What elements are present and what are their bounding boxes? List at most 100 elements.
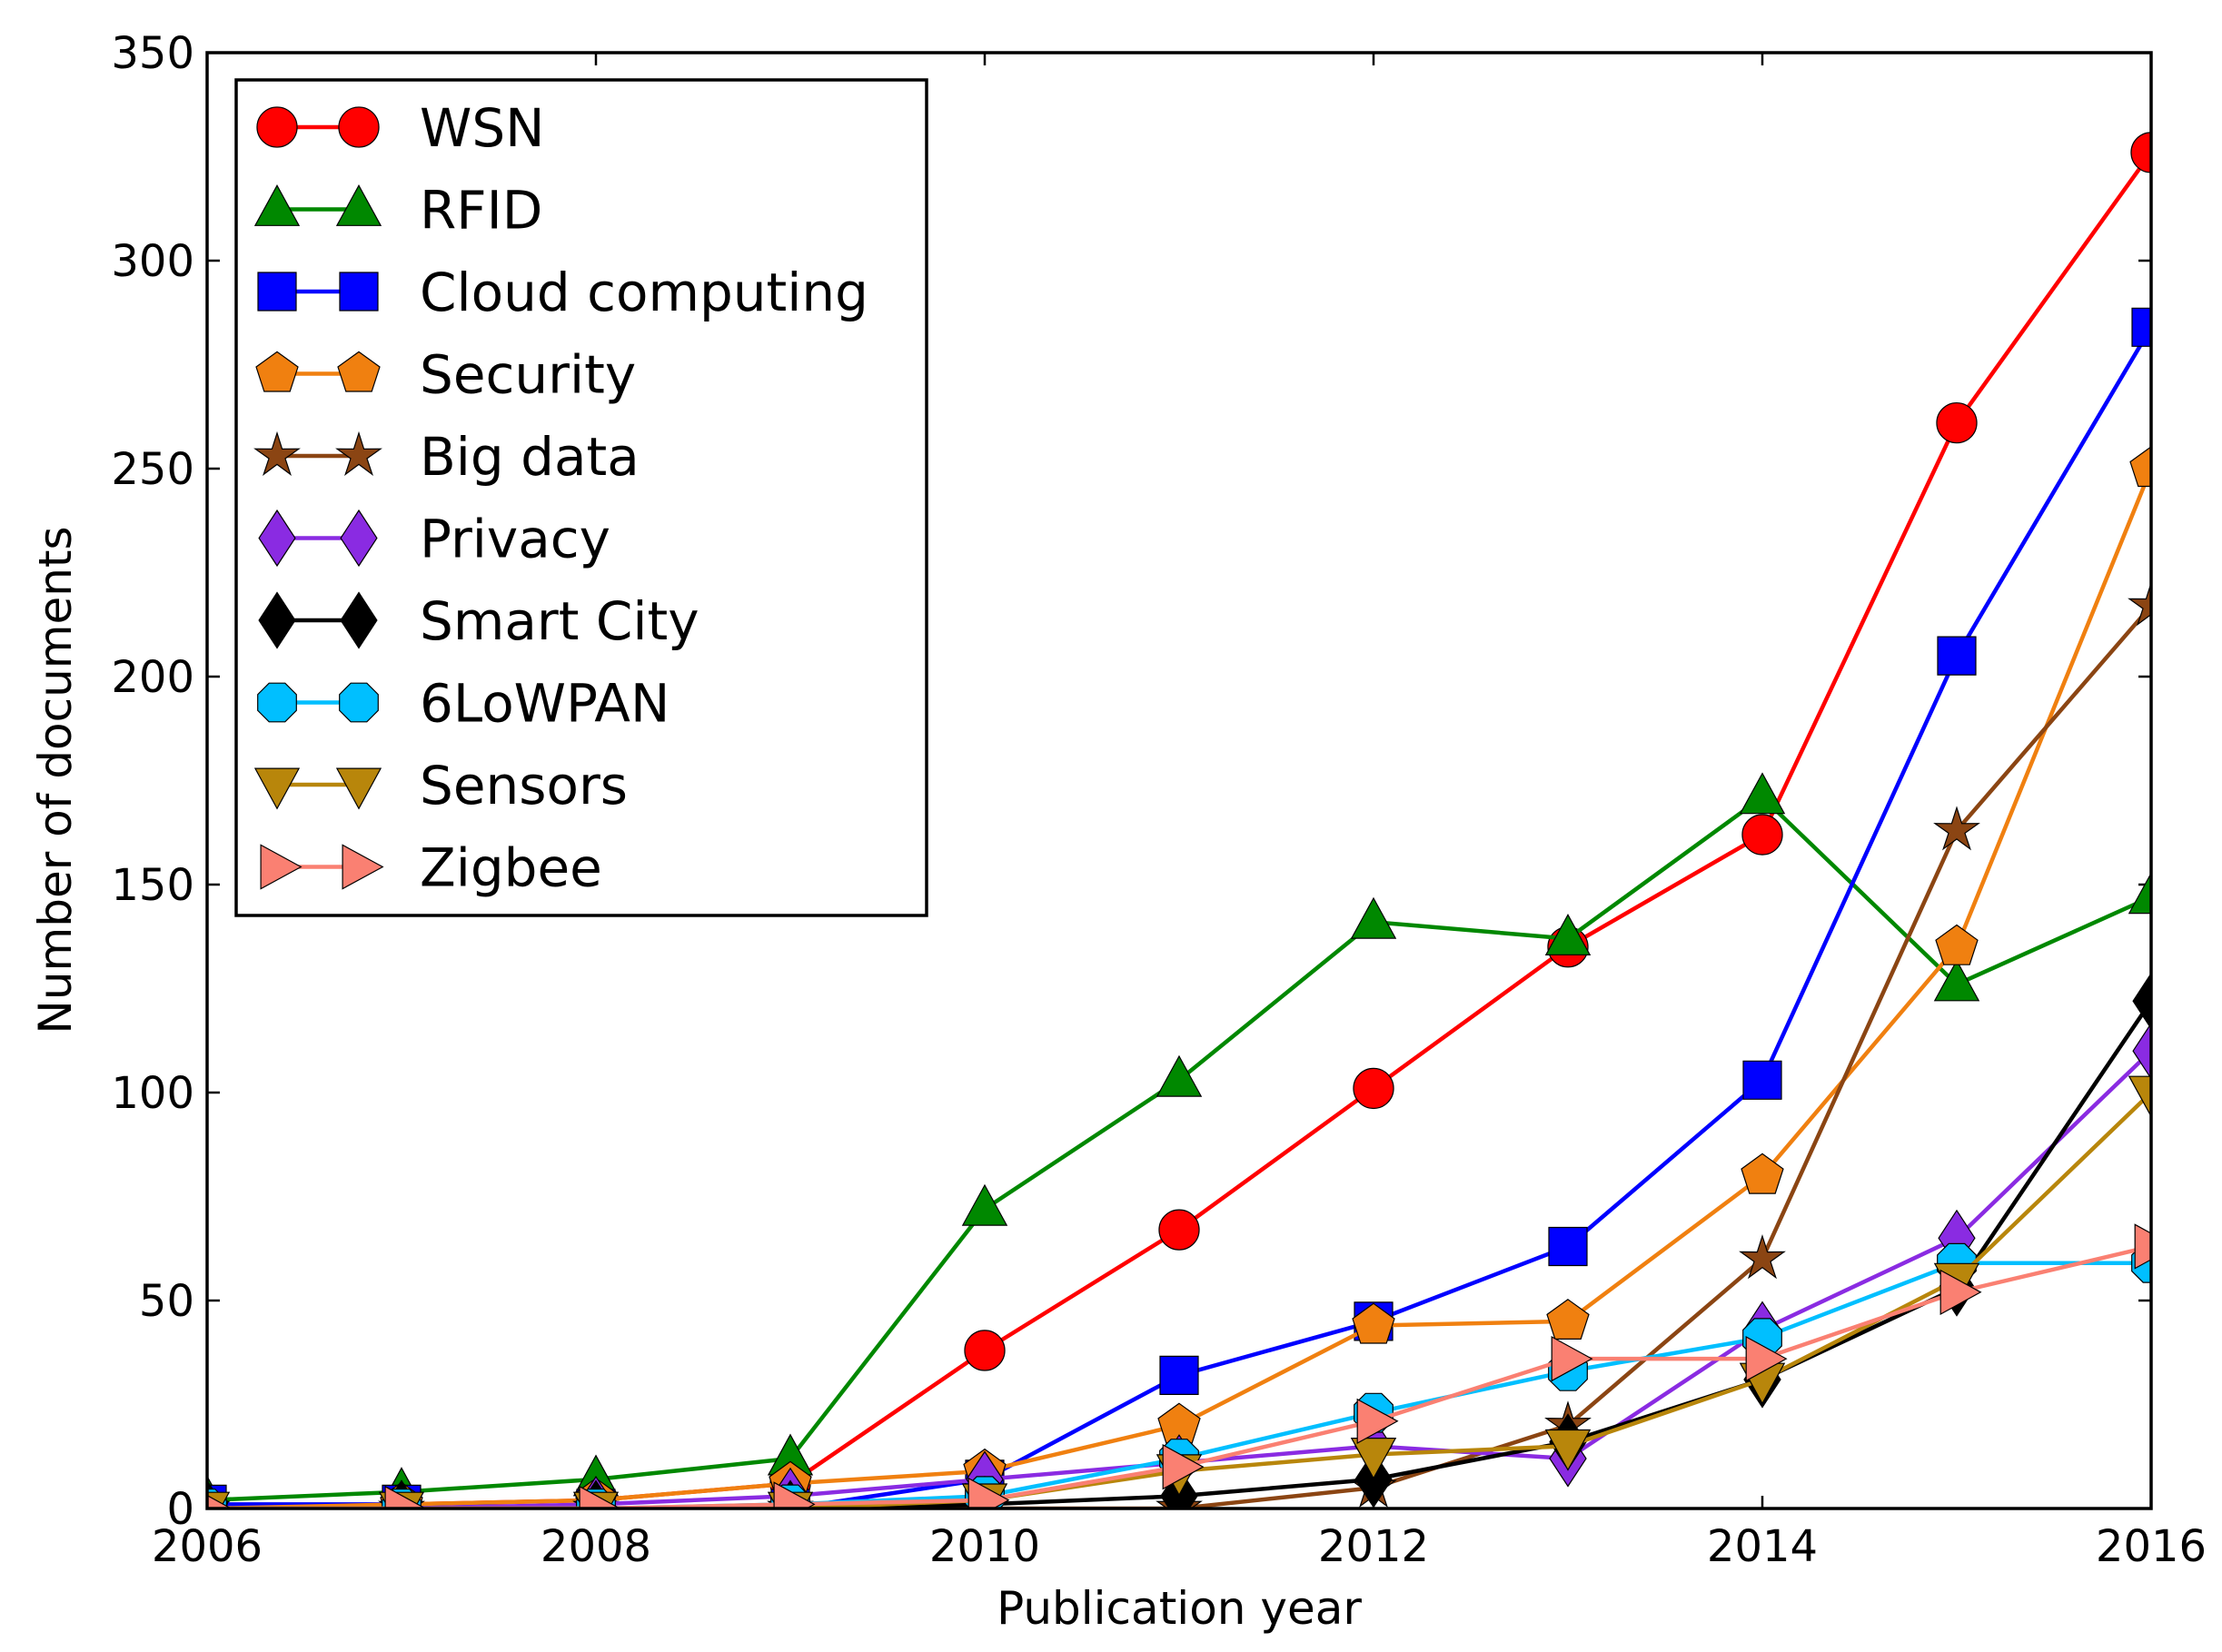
legend-marker — [258, 591, 296, 649]
y-tick-label: 50 — [139, 1276, 194, 1327]
data-point-rfid — [2128, 872, 2151, 915]
legend-item-6lowpan: 6LoWPAN — [257, 673, 670, 735]
data-point-cloud-computing — [1742, 1060, 1782, 1100]
legend-item-security: Security — [255, 344, 636, 406]
x-tick-label: 2016 — [2096, 1521, 2207, 1572]
legend-marker — [260, 844, 303, 890]
data-point-wsn — [1353, 1067, 1394, 1110]
legend-marker — [255, 351, 299, 392]
y-tick-label: 0 — [166, 1484, 194, 1535]
legend-marker — [253, 767, 301, 810]
data-point-security — [2129, 446, 2151, 488]
legend-label: Security — [420, 344, 636, 406]
data-point-rfid — [1156, 1054, 1203, 1097]
data-point-privacy — [2132, 1022, 2151, 1080]
data-point-security — [1546, 1299, 1590, 1340]
series-line-big-data — [207, 604, 2151, 1509]
data-point-security — [1935, 924, 1979, 965]
legend-marker — [257, 682, 297, 723]
data-point-rfid — [1933, 959, 1980, 1002]
legend-label: Smart City — [420, 590, 699, 652]
legend-item-rfid: RFID — [253, 180, 542, 242]
legend-marker — [340, 591, 378, 649]
legend-label: Big data — [420, 426, 640, 488]
y-tick-label: 150 — [111, 860, 194, 911]
data-point-rfid — [1544, 914, 1592, 956]
data-point-sensors — [2128, 1075, 2151, 1118]
legend-label: Privacy — [420, 509, 610, 570]
legend-label: 6LoWPAN — [420, 673, 670, 735]
data-point-wsn — [1741, 814, 1783, 856]
data-point-zigbee — [773, 1481, 816, 1509]
data-point-security — [1741, 1152, 1784, 1194]
plot-frame — [205, 51, 2153, 1510]
series-rfid — [207, 772, 2151, 1509]
legend-marker — [342, 844, 384, 890]
legend-marker — [335, 767, 382, 810]
legend-item-smart-city: Smart City — [258, 590, 699, 652]
legend-label: Zigbee — [420, 837, 602, 899]
legend-marker — [253, 184, 301, 226]
data-point-cloud-computing — [1548, 1226, 1588, 1267]
data-point-rfid — [961, 1183, 1008, 1226]
data-point-rfid — [1739, 772, 1786, 815]
data-point-zigbee — [1356, 1398, 1399, 1445]
data-point-cloud-computing — [1937, 636, 1977, 676]
data-point-zigbee — [1551, 1335, 1593, 1382]
y-tick-label: 200 — [111, 652, 194, 703]
legend-marker — [335, 184, 382, 226]
legend-item-wsn: WSN — [256, 97, 545, 159]
legend-label: Sensors — [420, 755, 628, 816]
data-point-wsn — [1936, 401, 1978, 444]
x-axis-title: Publication year — [997, 1582, 1362, 1635]
x-tick-label: 2012 — [1318, 1521, 1429, 1572]
legend-marker — [258, 509, 296, 568]
data-point-zigbee — [1745, 1335, 1788, 1382]
legend-item-sensors: Sensors — [253, 755, 628, 816]
data-point-zigbee — [2134, 1223, 2151, 1270]
data-point-smart-city — [2132, 972, 2151, 1030]
data-point-cloud-computing — [2131, 307, 2151, 347]
data-point-big-data — [1933, 806, 1980, 851]
data-point-big-data — [1739, 1234, 1786, 1280]
data-point-wsn — [1158, 1209, 1200, 1251]
y-tick-label: 250 — [111, 444, 194, 495]
legend-marker — [338, 106, 380, 148]
data-point-zigbee — [1162, 1443, 1205, 1490]
x-tick-label: 2008 — [541, 1521, 651, 1572]
y-tick-label: 300 — [111, 236, 194, 287]
tick-labels: 2006 2008 2010 2012 2014 2016 0 50 100 150 200 250 3… — [111, 28, 2207, 1572]
data-point-rfid — [1350, 896, 1397, 939]
series-zigbee — [207, 1223, 2151, 1509]
legend-marker — [256, 106, 298, 148]
data-point-wsn — [964, 1330, 1006, 1371]
legend-label: RFID — [420, 180, 542, 242]
legend-item-zigbee: Zigbee — [260, 837, 602, 899]
legend-label: WSN — [420, 97, 545, 159]
data-point-zigbee — [1939, 1269, 1982, 1316]
legend-label: Cloud computing — [420, 262, 868, 323]
data-point-sensors — [1350, 1437, 1397, 1479]
data-point-cloud-computing — [1159, 1355, 1199, 1396]
legend-marker — [339, 682, 379, 723]
data-point-zigbee — [384, 1485, 427, 1509]
legend-marker — [340, 509, 378, 568]
x-tick-label: 2014 — [1707, 1521, 1818, 1572]
legend-marker — [339, 272, 379, 312]
legend-marker — [253, 430, 301, 477]
legend-marker — [257, 272, 297, 312]
legend: WSN RFID Cloud computing Security Big data Pr… — [234, 78, 928, 917]
data-point-zigbee — [207, 1494, 233, 1509]
y-tick-label: 100 — [111, 1068, 194, 1119]
data-point-sensors — [1544, 1429, 1592, 1471]
data-point-zigbee — [579, 1485, 621, 1509]
legend-item-big-data: Big data — [253, 426, 640, 488]
y-axis-title: Number of documents — [29, 526, 82, 1034]
x-tick-label: 2010 — [929, 1521, 1040, 1572]
x-tick-label: 2006 — [152, 1521, 263, 1572]
legend-marker — [335, 430, 382, 477]
legend-marker — [337, 351, 381, 392]
data-point-security — [1352, 1302, 1395, 1344]
data-point-big-data — [2128, 580, 2151, 627]
